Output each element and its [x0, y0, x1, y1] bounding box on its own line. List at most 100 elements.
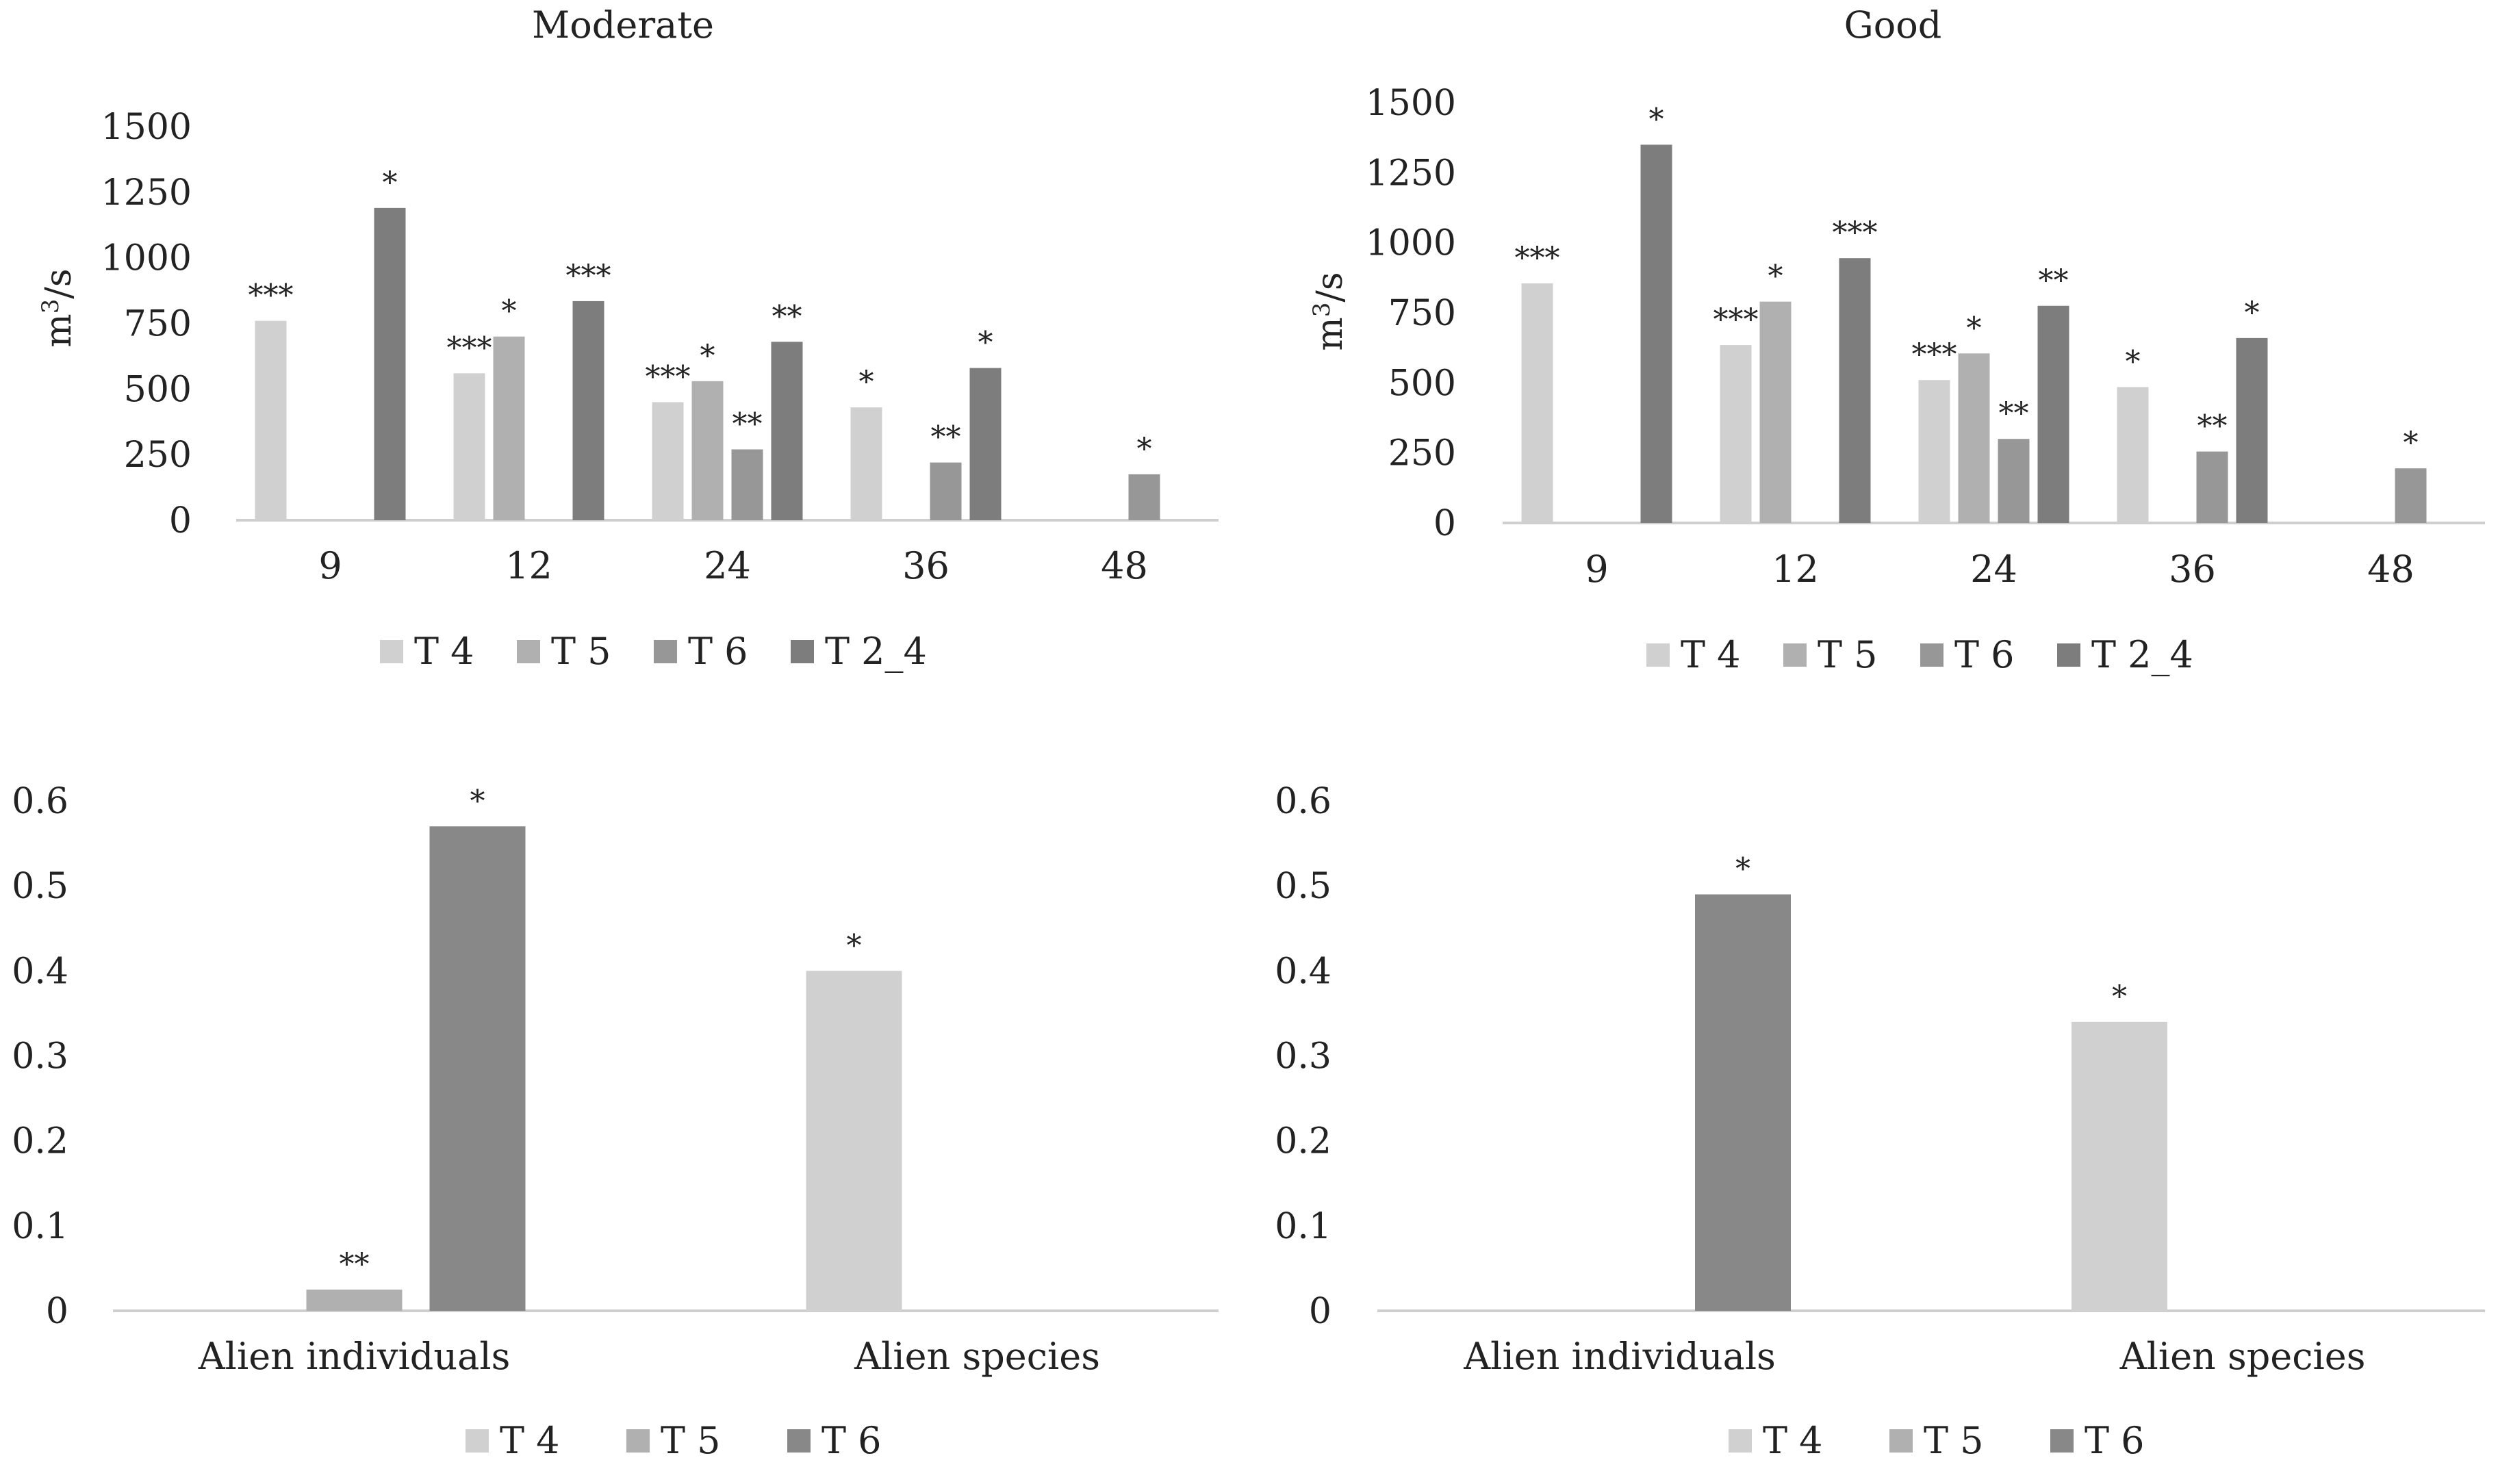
x-category-label: 24 [1970, 548, 2017, 591]
significance-label: * [2245, 296, 2260, 331]
significance-label: * [1649, 102, 1664, 137]
bar-t4-24 [652, 402, 684, 520]
legend-swatch [466, 1429, 489, 1453]
y-tick-label: 1000 [1366, 223, 1456, 264]
significance-label: *** [447, 331, 492, 366]
legend-label: T 6 [1954, 633, 2015, 676]
y-tick-label: 750 [1388, 293, 1456, 334]
significance-label: * [2404, 426, 2419, 461]
x-category-label: 36 [2169, 548, 2216, 591]
bar-t2_4-9 [374, 207, 406, 520]
significance-label: *** [1833, 216, 1878, 251]
y-axis-label-rest: /s [38, 268, 79, 298]
bar-t2_4-36 [969, 368, 1002, 520]
y-tick-label: 750 [124, 304, 192, 345]
significance-label: ** [732, 407, 763, 442]
y-tick-label: 0.3 [12, 1036, 68, 1077]
legend-label: T 2_4 [825, 630, 927, 673]
y-axis-label-sup: 3 [37, 299, 64, 314]
legend-label: T 5 [661, 1419, 721, 1462]
legend-label: T 5 [551, 630, 611, 673]
y-tick-label: 0 [1309, 1291, 1331, 1332]
x-category-label: 12 [505, 544, 552, 587]
bar-t4-12 [453, 373, 485, 520]
significance-label: *** [566, 259, 611, 294]
y-tick-label: 0 [1433, 503, 1456, 544]
legend-swatch [2057, 643, 2080, 667]
legend-swatch [787, 1429, 811, 1453]
chart-good-flow: Goodm3/s02505007501000125015009****12***… [1308, 3, 2485, 676]
bar-t4-9 [1521, 283, 1553, 523]
legend-label: T 2_4 [2091, 633, 2193, 676]
significance-label: * [502, 294, 517, 329]
x-category-label: Alien species [854, 1335, 1100, 1378]
bar-t6-36 [2196, 451, 2228, 523]
bar-t5-alien-individuals [306, 1289, 403, 1311]
y-tick-label: 0.1 [12, 1206, 68, 1247]
significance-label: ** [772, 299, 802, 334]
legend-swatch [1646, 643, 1670, 667]
bar-t4-alien-species [806, 971, 902, 1311]
y-tick-label: 0 [169, 500, 192, 541]
significance-label: * [1137, 432, 1152, 467]
significance-label: ** [2039, 264, 2069, 298]
bar-t6-48 [2395, 468, 2427, 523]
significance-label: * [1967, 311, 1982, 346]
significance-label: *** [1912, 337, 1957, 372]
bar-t6-24 [731, 449, 763, 520]
y-tick-label: 0.5 [12, 866, 68, 907]
legend-label: T 4 [1681, 633, 1741, 676]
bar-t2_4-24 [2037, 305, 2069, 523]
bar-t4-12 [1720, 345, 1752, 523]
significance-label: *** [248, 279, 294, 314]
significance-label: ** [931, 420, 961, 455]
legend-swatch [380, 640, 403, 663]
significance-label: * [1735, 852, 1750, 887]
bar-t2_4-12 [1839, 258, 1871, 523]
x-category-label: 9 [318, 544, 342, 587]
y-tick-label: 0.6 [12, 781, 68, 822]
bar-t2_4-9 [1640, 144, 1672, 523]
legend-label: T 6 [688, 630, 748, 673]
bar-t5-24 [691, 381, 724, 520]
y-tick-label: 250 [124, 435, 192, 476]
legend-label: T 4 [414, 630, 474, 673]
y-tick-label: 0.3 [1275, 1036, 1331, 1077]
significance-label: * [978, 326, 993, 361]
legend-swatch [517, 640, 540, 663]
y-axis-label-rest: /s [1310, 272, 1351, 302]
bar-t5-12 [493, 336, 525, 520]
x-category-label: 24 [704, 544, 751, 587]
y-axis-label-base: m [38, 314, 79, 347]
legend-label: T 6 [821, 1419, 882, 1462]
bar-t4-alien-species [2072, 1021, 2167, 1311]
legend-swatch [791, 640, 814, 663]
y-tick-label: 1500 [1366, 83, 1456, 124]
significance-label: ** [2197, 409, 2228, 444]
y-tick-label: 1000 [101, 238, 192, 279]
bar-t5-24 [1958, 353, 1990, 523]
x-category-label: 9 [1585, 548, 1608, 591]
legend-swatch [1889, 1429, 1913, 1453]
chart-moderate-flow: Moderatem3/s02505007501000125015009****1… [37, 3, 1219, 673]
legend-swatch [626, 1429, 650, 1453]
bar-t2_4-12 [572, 300, 604, 520]
legend-swatch [1783, 643, 1807, 667]
y-tick-label: 0.2 [12, 1121, 68, 1162]
legend-swatch [654, 640, 677, 663]
y-tick-label: 0.1 [1275, 1206, 1331, 1247]
x-category-label: Alien individuals [1463, 1335, 1776, 1378]
y-tick-label: 1500 [101, 107, 192, 148]
y-tick-label: 0 [46, 1291, 68, 1332]
x-category-label: Alien species [2119, 1335, 2366, 1378]
y-tick-label: 0.5 [1275, 866, 1331, 907]
y-tick-label: 0.4 [1275, 951, 1331, 992]
legend-label: T 4 [500, 1419, 560, 1462]
y-tick-label: 500 [1388, 363, 1456, 404]
x-category-label: 36 [902, 544, 950, 587]
legend-label: T 4 [1763, 1419, 1823, 1462]
bar-t6-24 [1998, 439, 2030, 523]
legend-label: T 5 [1818, 633, 1878, 676]
